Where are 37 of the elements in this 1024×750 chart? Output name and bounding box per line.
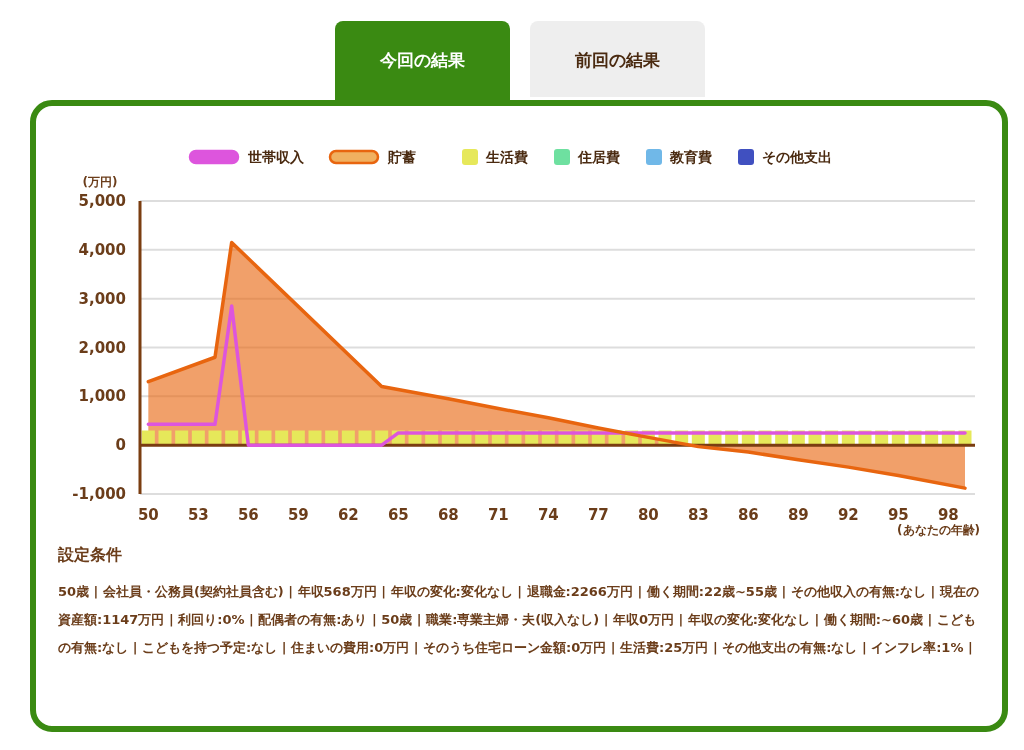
x-tick-label: 95 (887, 506, 909, 524)
x-tick-label: 62 (337, 506, 359, 524)
x-tick-label: 92 (837, 506, 859, 524)
x-tick-label: 80 (637, 506, 659, 524)
legend-label: その他支出 (762, 149, 832, 165)
x-tick-label: 83 (687, 506, 709, 524)
legend-label: 貯蓄 (387, 149, 416, 165)
y-tick-label: 4,000 (78, 240, 126, 259)
x-tick-label: 50 (137, 506, 159, 524)
y-tick-label: 0 (115, 436, 126, 455)
text: 50歳 | 会社員・公務員(契約社員含む) | 年収568万円 | 年収の変化:変化なし | 退職金:2266万円 | 働く期間:22歳~55歳 | その他収入の有無:なし | 現在の資産額:1147万円 | 利回り:0% | 配偶者の有無:あり | 50歳 | 職業:専業主婦・夫(収入なし) | 年収0万円 | 年収の変化:変化なし | 働く期間:~60歳 | こどもの有無:なし | こどもを持つ予定:なし | 住まいの費用:0万円 | そのうち住宅ローン金額:0万円 | 生活費:25万円 | その他支出の有無:なし | インフレ率:1% | (58, 583, 980, 657)
y-tick-label: 2,000 (78, 338, 126, 357)
x-axis-title: (あなたの年齢) (897, 523, 980, 537)
x-tick-label: 53 (187, 506, 209, 524)
legend-label: 住居費 (577, 149, 620, 165)
text: 今回の結果 (335, 21, 510, 103)
y-tick-label: -1,000 (72, 485, 126, 503)
y-axis-title: (万円) (82, 175, 118, 189)
x-tick-label: 68 (437, 506, 459, 524)
x-tick-label: 56 (237, 506, 259, 524)
text: 設定条件 (58, 545, 122, 566)
x-tick-label: 77 (587, 506, 609, 524)
x-tick-label: 86 (737, 506, 759, 524)
x-tick-label: 59 (287, 506, 309, 524)
x-tick-label: 71 (487, 506, 509, 524)
y-tick-label: 5,000 (78, 192, 126, 210)
y-tick-label: 3,000 (78, 289, 126, 308)
legend-label: 教育費 (669, 149, 712, 165)
y-tick-label: 1,000 (78, 387, 126, 406)
x-tick-label: 74 (537, 506, 559, 524)
x-tick-label: 89 (787, 506, 809, 524)
legend-label: 生活費 (485, 149, 528, 165)
line-series (146, 304, 967, 447)
x-tick-label: 98 (937, 506, 959, 524)
legend-label: 世帯収入 (247, 149, 305, 165)
text: 前回の結果 (530, 21, 705, 97)
x-tick-label: 65 (387, 506, 409, 524)
